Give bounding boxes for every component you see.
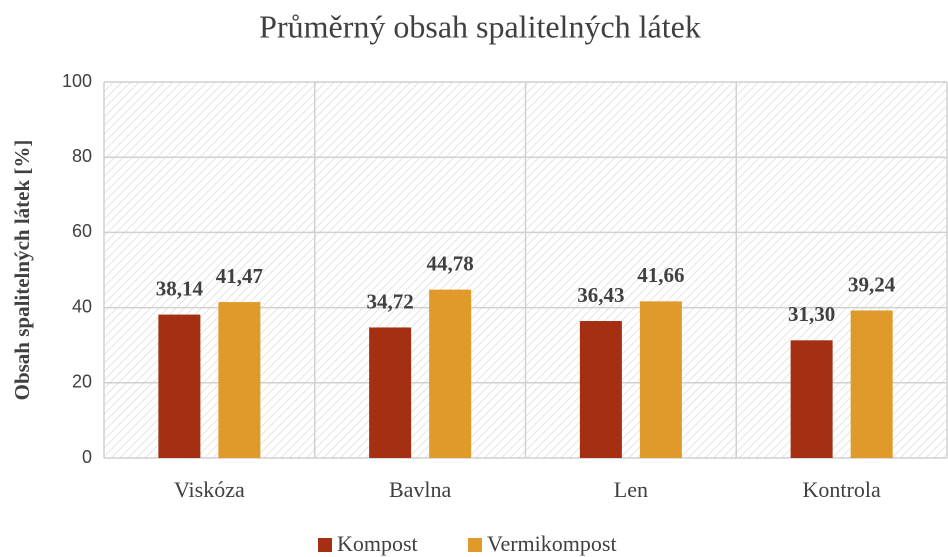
x-tick-label: Len [614,477,648,502]
value-label: 39,24 [848,272,896,296]
value-label: 41,47 [216,264,263,288]
value-label: 44,78 [427,251,474,275]
value-label: 36,43 [577,283,624,307]
x-tick-label: Kontrola [803,477,881,502]
x-tick-label: Bavlna [389,477,452,502]
bar [579,321,622,458]
value-label: 38,14 [156,276,204,300]
value-label: 31,30 [788,302,835,326]
chart-title: Průměrný obsah spalitelných látek [259,8,701,44]
y-tick-label: 60 [72,221,92,241]
bar [639,301,682,458]
y-tick-label: 80 [72,146,92,166]
y-tick-label: 100 [62,71,92,91]
legend-label: Vermikompost [487,531,617,556]
legend-swatch [468,538,482,552]
legend-label: Kompost [337,531,418,556]
bar [850,310,893,458]
bar [369,327,412,458]
y-tick-label: 0 [82,447,92,467]
y-tick-label: 20 [72,372,92,392]
legend-swatch [318,538,332,552]
bar [429,289,472,458]
value-label: 34,72 [367,289,414,313]
y-tick-label: 40 [72,296,92,316]
bar [158,314,201,458]
y-axis-label: Obsah spalitelných látek [%] [10,140,34,401]
bar [790,340,833,458]
x-tick-label: Viskóza [174,477,245,502]
value-label: 41,66 [637,263,684,287]
bar [218,302,261,458]
